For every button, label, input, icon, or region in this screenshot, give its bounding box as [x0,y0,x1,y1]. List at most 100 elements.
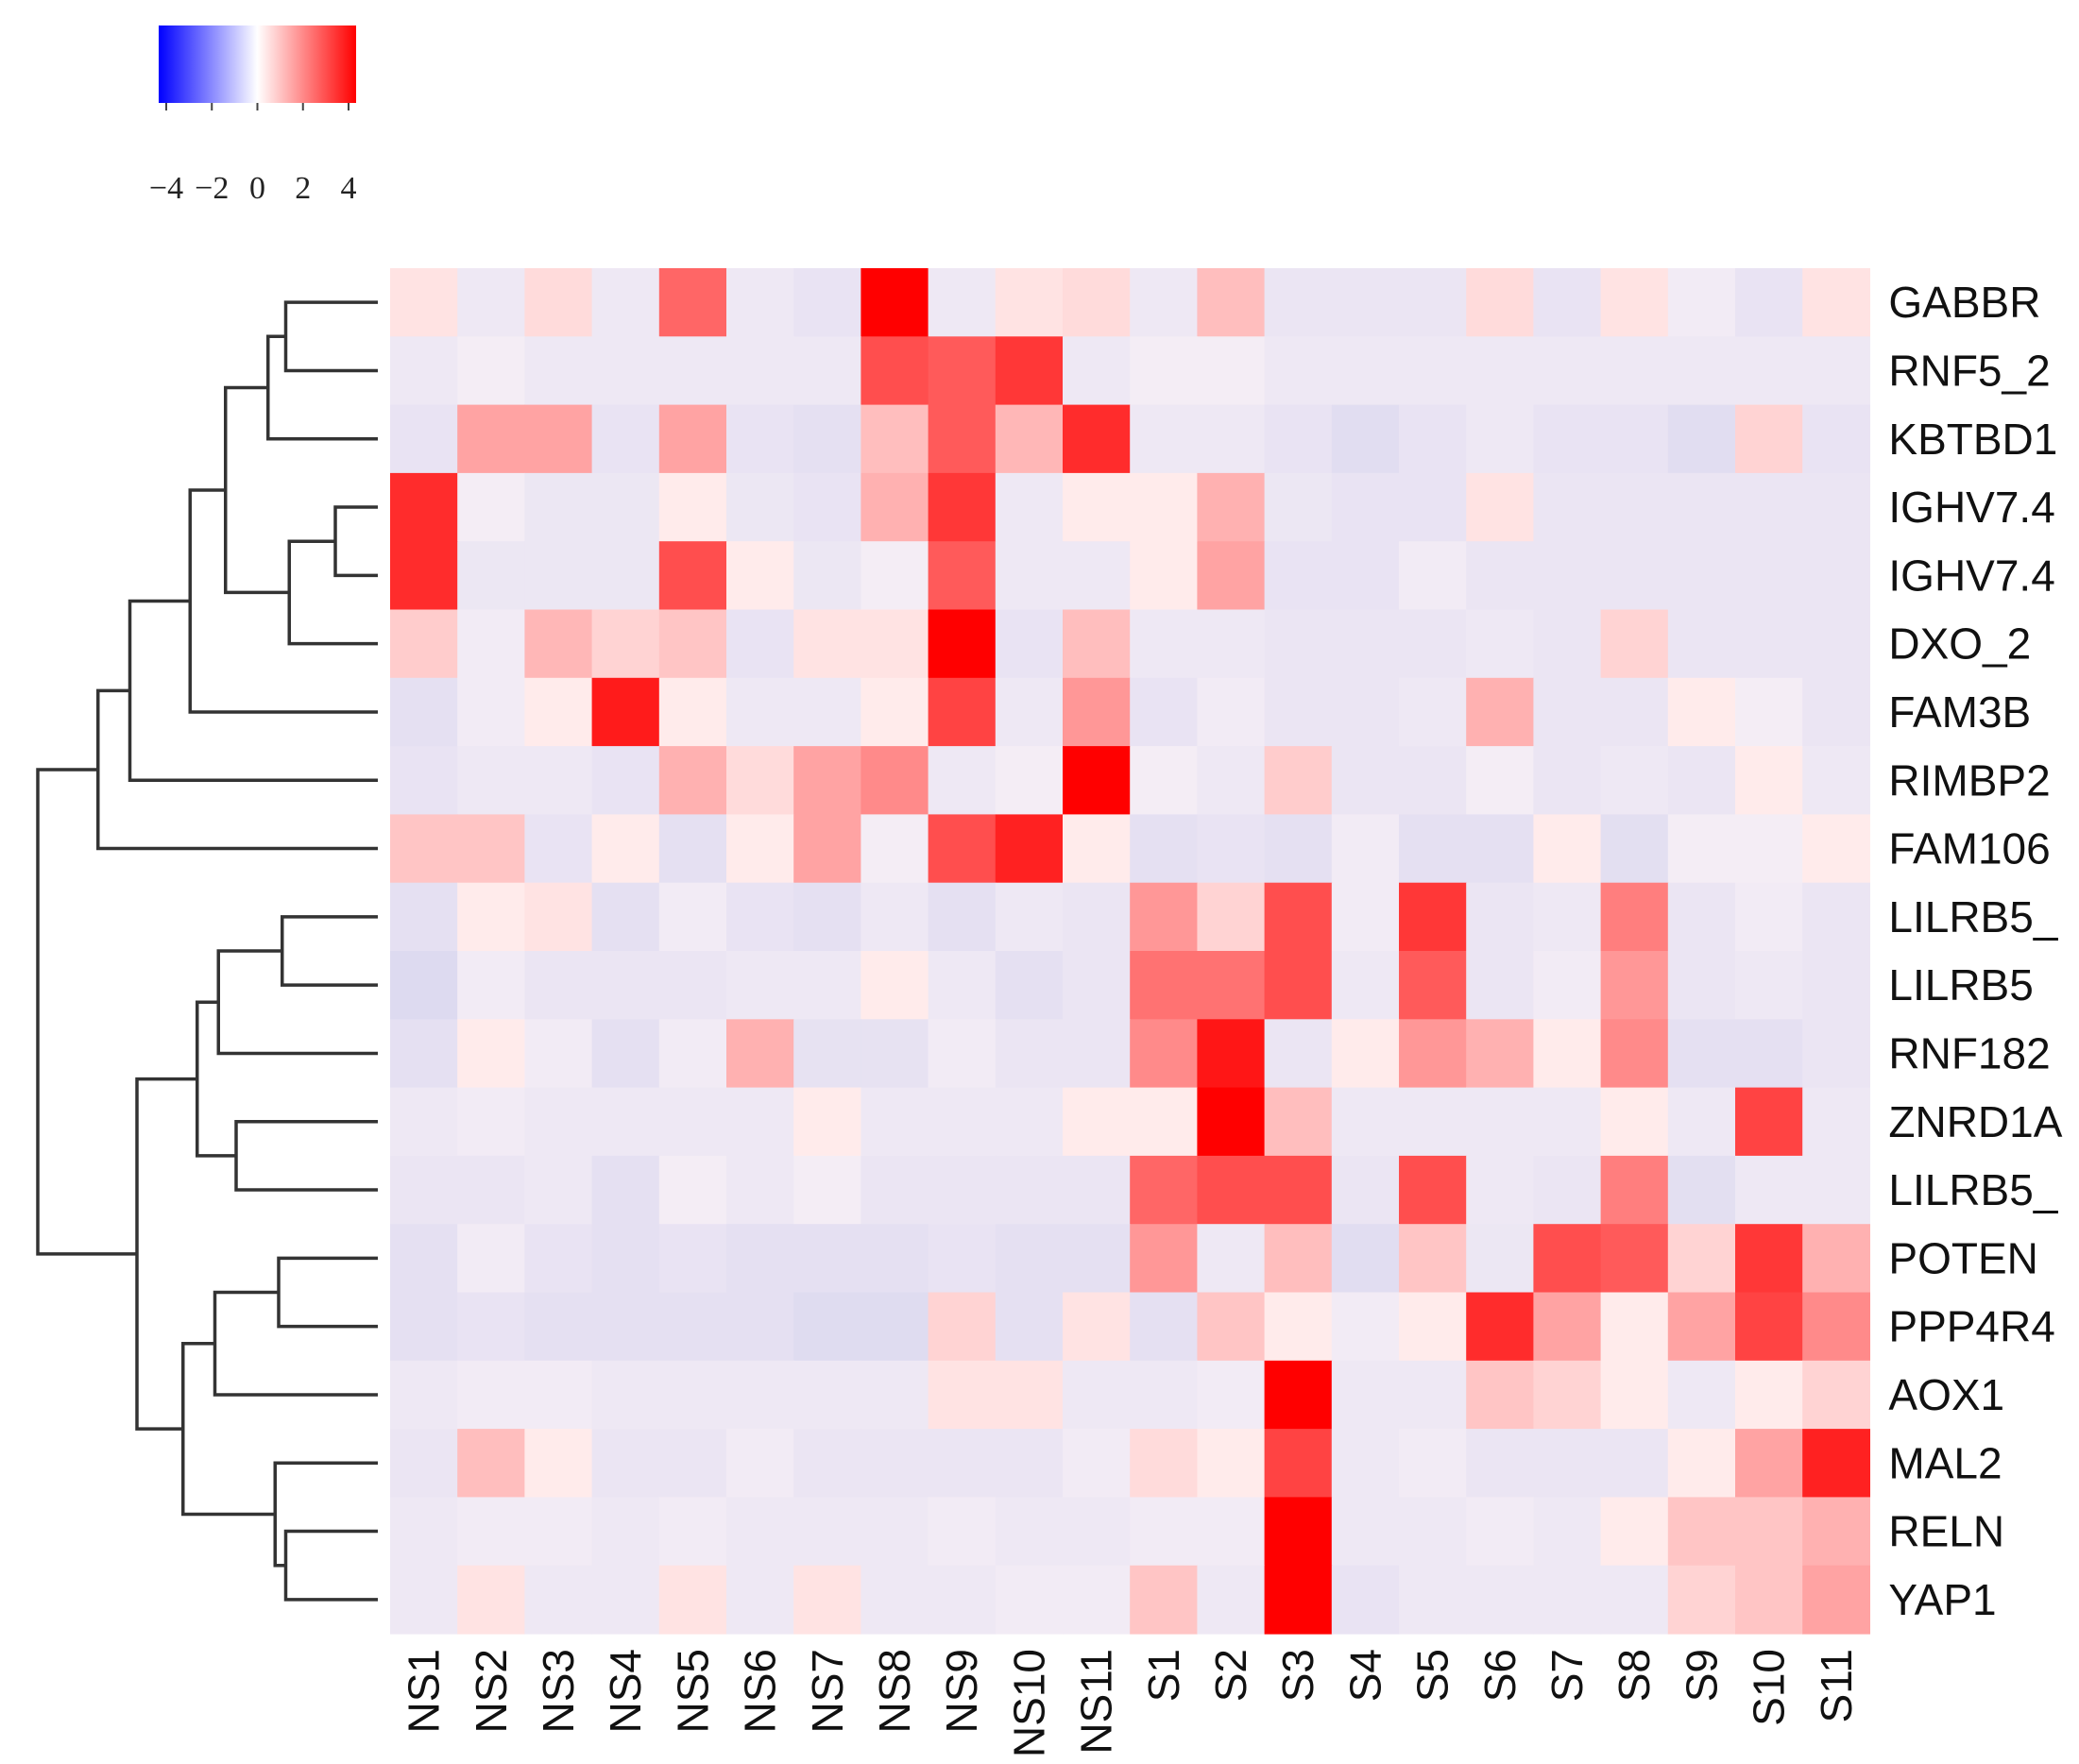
heatmap-cell [524,746,593,815]
heatmap-cell [1399,1429,1467,1498]
heatmap-cell [457,677,525,747]
heatmap-cell [1399,268,1467,337]
heatmap-cell [1533,609,1602,679]
heatmap-cell [658,746,727,815]
heatmap-cell [1802,814,1870,884]
heatmap-cell [1600,814,1669,884]
row-label: KBTBD1 [1888,415,2057,464]
heatmap-cell [1063,541,1131,611]
heatmap-cell [658,814,727,884]
heatmap-cell [861,677,929,747]
heatmap-cell [658,336,727,406]
heatmap-cell [591,268,660,337]
column-label: NS3 [534,1649,583,1733]
row-label: AOX1 [1888,1370,2004,1419]
column-label: S11 [1812,1649,1861,1722]
heatmap-cell [1063,1155,1131,1225]
heatmap-cell [1130,1292,1198,1362]
heatmap-cell [1667,1429,1736,1498]
heatmap-cell [457,1497,525,1567]
heatmap-cell [1802,404,1870,474]
heatmap-cell [658,951,727,1020]
heatmap-cell [1533,541,1602,611]
heatmap-cell [591,609,660,679]
heatmap-cell [1264,1224,1333,1294]
colorbar-tick-label: 2 [295,171,311,206]
heatmap-cell [1667,1224,1736,1294]
heatmap-cell [726,1292,794,1362]
heatmap-cell [1331,1292,1400,1362]
heatmap-cell [1533,1565,1602,1635]
heatmap-cell [1264,1429,1333,1498]
heatmap-cell [524,472,593,542]
dendrogram-branch [213,1290,378,1397]
heatmap-cell [928,268,997,337]
heatmap-cell [1331,1497,1400,1567]
heatmap-cell [457,1429,525,1498]
heatmap-cell [995,1429,1064,1498]
heatmap-cell [1063,1224,1131,1294]
heatmap-cell [1399,951,1467,1020]
heatmap-cell [861,1565,929,1635]
heatmap-cell [1130,404,1198,474]
heatmap-cell [1197,882,1266,952]
heatmap-cell [1466,746,1534,815]
heatmap-cell [1533,1360,1602,1430]
heatmap-cell [1533,1429,1602,1498]
heatmap-cell [591,1087,660,1157]
heatmap-cell [793,951,861,1020]
heatmap-cell [390,1019,458,1089]
heatmap-cell [995,1019,1064,1089]
column-label: S2 [1206,1649,1255,1702]
heatmap-cell [457,1360,525,1430]
heatmap-cell [1802,1087,1870,1157]
heatmap-cell [1600,336,1669,406]
heatmap-cell [1466,1360,1534,1430]
heatmap-cell [1399,814,1467,884]
heatmap-cell [1130,882,1198,952]
dendrogram-branch [281,915,378,987]
heatmap-cell [1667,1087,1736,1157]
heatmap-cell [928,1565,997,1635]
heatmap-cell [861,746,929,815]
heatmap-cell [793,1429,861,1498]
heatmap-cell [726,1087,794,1157]
heatmap-cell [1600,1087,1669,1157]
heatmap-cell [928,1292,997,1362]
column-label: NS10 [1004,1649,1053,1757]
heatmap-cell [1197,1565,1266,1635]
heatmap-cell [1063,882,1131,952]
heatmap-cell [1466,1224,1534,1294]
heatmap-cell [1667,404,1736,474]
heatmap-cell [1197,1360,1266,1430]
heatmap-cell [1264,951,1333,1020]
heatmap-cell [726,951,794,1020]
heatmap-cell [1197,1224,1266,1294]
row-label: RIMBP2 [1888,755,2050,805]
heatmap-cell [1264,1565,1333,1635]
heatmap-cell [1735,472,1803,542]
heatmap-cell [793,677,861,747]
heatmap-cell [1130,814,1198,884]
heatmap-cell [1466,268,1534,337]
heatmap-cell [1735,1019,1803,1089]
dendrogram-branch [283,1529,378,1602]
heatmap-cell [1264,677,1333,747]
heatmap-cell [1264,1155,1333,1225]
heatmap-cell [1197,609,1266,679]
heatmap-cell [928,1019,997,1089]
row-label: LILRB5 [1888,960,2033,1009]
heatmap-cell [457,609,525,679]
heatmap-cell [1130,746,1198,815]
heatmap-cell [726,472,794,542]
dendrogram-branch [128,599,378,782]
heatmap-cell [591,814,660,884]
heatmap-cell [591,404,660,474]
heatmap-cell [928,541,997,611]
heatmap-cell [793,814,861,884]
heatmap-cell [1735,1224,1803,1294]
heatmap-cell [1735,609,1803,679]
heatmap-cell [928,1155,997,1225]
heatmap-cell [1735,951,1803,1020]
heatmap-cell [658,1292,727,1362]
